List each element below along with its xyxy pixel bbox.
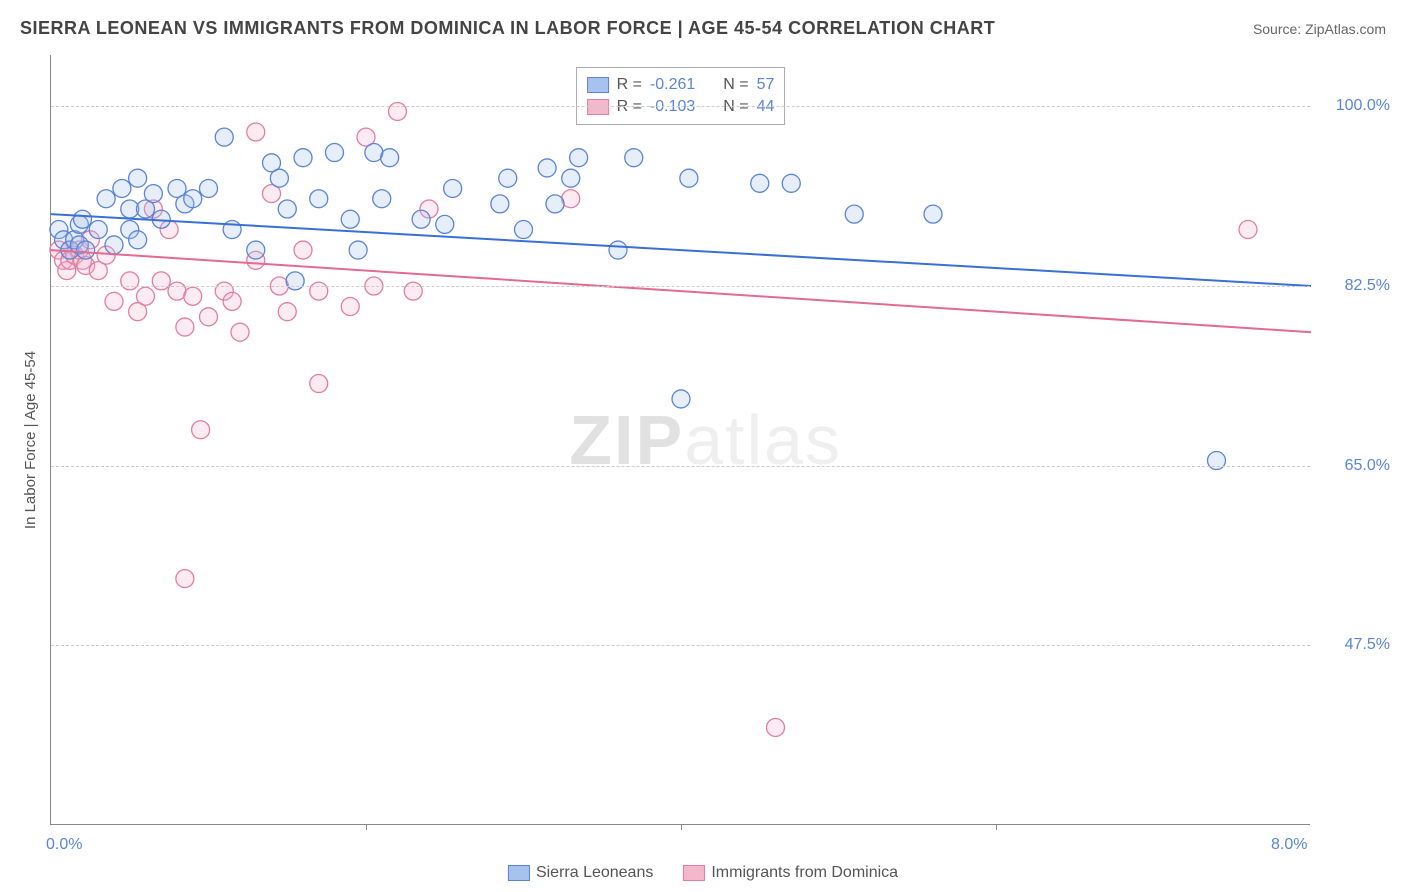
data-point <box>436 215 454 233</box>
data-point <box>491 195 509 213</box>
legend-item: Sierra Leoneans <box>508 864 653 882</box>
y-tick-label: 65.0% <box>1320 457 1390 475</box>
data-point <box>231 323 249 341</box>
data-point <box>184 287 202 305</box>
data-point <box>113 179 131 197</box>
correlation-row: R = -0.261 N = 57 <box>587 74 775 96</box>
data-point <box>294 149 312 167</box>
data-point <box>176 318 194 336</box>
data-point <box>286 272 304 290</box>
data-point <box>121 272 139 290</box>
data-point <box>381 149 399 167</box>
data-point <box>137 287 155 305</box>
data-point <box>200 179 218 197</box>
data-point <box>751 174 769 192</box>
data-point <box>152 272 170 290</box>
trend-line <box>51 250 1311 332</box>
chart-svg <box>51 55 1310 824</box>
x-tick-label: 8.0% <box>1271 836 1307 854</box>
data-point <box>1208 452 1226 470</box>
data-point <box>444 179 462 197</box>
data-point <box>247 123 265 141</box>
data-point <box>412 210 430 228</box>
data-point <box>74 210 92 228</box>
legend-swatch <box>683 865 705 881</box>
legend-label: Sierra Leoneans <box>536 864 653 881</box>
r-value: -0.261 <box>650 74 695 96</box>
data-point <box>341 298 359 316</box>
n-label: N = <box>723 74 748 96</box>
legend-label: Immigrants from Dominica <box>711 864 898 881</box>
gridline-h <box>51 466 1310 467</box>
data-point <box>680 169 698 187</box>
data-point <box>129 231 147 249</box>
data-point <box>326 144 344 162</box>
data-point <box>215 128 233 146</box>
data-point <box>200 308 218 326</box>
gridline-h <box>51 106 1310 107</box>
n-value: 57 <box>757 74 775 96</box>
data-point <box>672 390 690 408</box>
x-tick <box>996 824 997 830</box>
data-point <box>247 241 265 259</box>
data-point <box>924 205 942 223</box>
data-point <box>570 149 588 167</box>
legend-item: Immigrants from Dominica <box>683 864 898 882</box>
data-point <box>349 241 367 259</box>
source-label: Source: ZipAtlas.com <box>1253 21 1386 37</box>
data-point <box>129 169 147 187</box>
y-axis-title: In Labor Force | Age 45-54 <box>22 351 39 529</box>
data-point <box>845 205 863 223</box>
y-tick-label: 47.5% <box>1320 636 1390 654</box>
legend-swatch <box>587 77 609 93</box>
data-point <box>105 236 123 254</box>
trend-line <box>51 214 1311 286</box>
data-point <box>546 195 564 213</box>
data-point <box>144 185 162 203</box>
data-point <box>223 292 241 310</box>
data-point <box>294 241 312 259</box>
legend-swatch <box>508 865 530 881</box>
data-point <box>105 292 123 310</box>
data-point <box>270 169 288 187</box>
data-point <box>538 159 556 177</box>
chart-title: SIERRA LEONEAN VS IMMIGRANTS FROM DOMINI… <box>20 18 995 39</box>
y-tick-label: 82.5% <box>1320 277 1390 295</box>
data-point <box>767 718 785 736</box>
gridline-h <box>51 286 1310 287</box>
data-point <box>341 210 359 228</box>
r-label: R = <box>617 74 642 96</box>
data-point <box>782 174 800 192</box>
data-point <box>278 200 296 218</box>
data-point <box>625 149 643 167</box>
data-point <box>97 190 115 208</box>
correlation-legend: R =-0.261N =57R =-0.103N =44 <box>576 67 786 125</box>
data-point <box>373 190 391 208</box>
data-point <box>310 282 328 300</box>
data-point <box>310 375 328 393</box>
y-tick-label: 100.0% <box>1320 97 1390 115</box>
x-tick <box>681 824 682 830</box>
series-legend: Sierra Leoneans Immigrants from Dominica <box>508 864 898 882</box>
data-point <box>192 421 210 439</box>
data-point <box>404 282 422 300</box>
plot-area: ZIPatlas R =-0.261N =57R =-0.103N =44 47… <box>50 55 1310 825</box>
x-tick <box>366 824 367 830</box>
data-point <box>1239 221 1257 239</box>
data-point <box>77 241 95 259</box>
gridline-h <box>51 645 1310 646</box>
data-point <box>499 169 517 187</box>
data-point <box>89 221 107 239</box>
data-point <box>176 570 194 588</box>
data-point <box>609 241 627 259</box>
data-point <box>515 221 533 239</box>
x-tick-label: 0.0% <box>46 836 82 854</box>
data-point <box>184 190 202 208</box>
data-point <box>562 169 580 187</box>
data-point <box>278 303 296 321</box>
data-point <box>389 102 407 120</box>
data-point <box>310 190 328 208</box>
